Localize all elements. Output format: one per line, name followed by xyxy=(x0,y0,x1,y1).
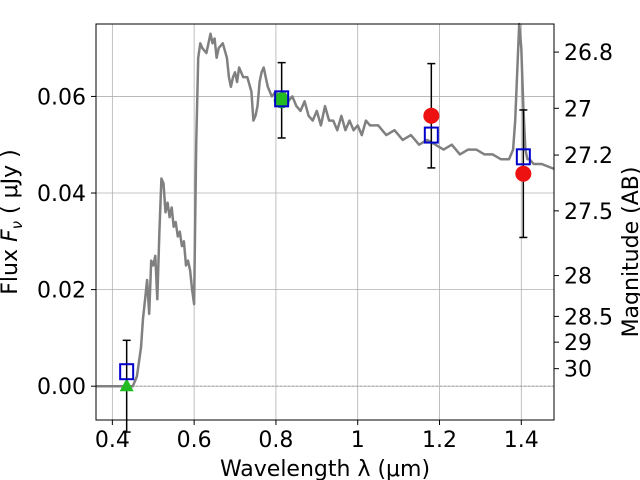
x-tick-label: 1.4 xyxy=(504,428,539,453)
model-photometry-square xyxy=(274,90,290,108)
right-tick-label: 26.8 xyxy=(564,41,613,66)
x-tick-label: 1 xyxy=(351,428,365,453)
y-tick-label: 0.02 xyxy=(37,279,86,304)
right-tick-label: 27 xyxy=(564,97,592,122)
y-axis-label: Flux Fν ( μJy ) xyxy=(0,149,26,294)
model-spectrum-line xyxy=(96,22,555,388)
right-tick-label: 27.5 xyxy=(564,200,613,225)
observed-point xyxy=(515,165,532,182)
y-tick-label: 0.06 xyxy=(37,85,86,110)
y-tick-label: 0.00 xyxy=(37,375,86,400)
model-photometry xyxy=(119,90,531,381)
x-axis-label: Wavelength λ (μm) xyxy=(220,457,430,480)
model-photometry-square xyxy=(119,363,135,381)
model-photometry-square xyxy=(423,126,439,144)
x-tick-label: 0.6 xyxy=(177,428,212,453)
right-tick-label: 28.5 xyxy=(564,305,613,330)
observed-photometry xyxy=(119,92,532,392)
y-axis-ticks: 0.00 0.02 0.04 0.06 xyxy=(37,85,96,400)
observed-point-triangle xyxy=(119,378,134,392)
plot-frame xyxy=(95,23,555,421)
observed-point xyxy=(273,92,290,109)
model-photometry-square xyxy=(515,148,531,166)
right-tick-label: 29 xyxy=(564,331,592,356)
observed-point xyxy=(423,107,440,124)
right-tick-label: 28 xyxy=(564,265,592,290)
y-tick-label: 0.04 xyxy=(37,182,86,207)
x-tick-label: 0.4 xyxy=(95,428,130,453)
right-tick-label: 30 xyxy=(564,358,592,383)
right-tick-label: 27.2 xyxy=(564,144,613,169)
x-tick-label: 1.2 xyxy=(422,428,457,453)
x-axis-ticks: 0.4 0.6 0.8 1 1.2 1.4 xyxy=(95,420,539,453)
grid-lines xyxy=(96,24,554,420)
x-tick-label: 0.8 xyxy=(258,428,293,453)
right-axis-label: Magnitude (AB) xyxy=(619,167,640,338)
